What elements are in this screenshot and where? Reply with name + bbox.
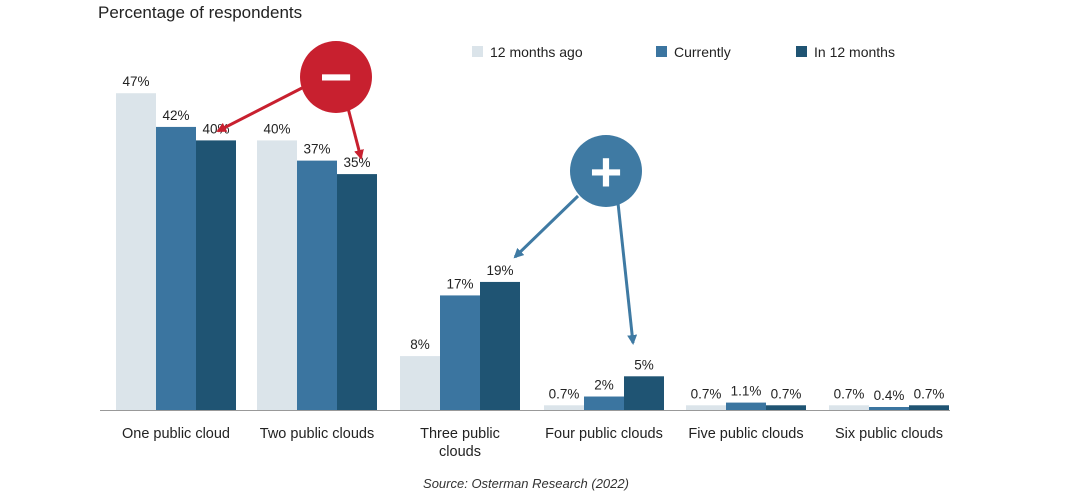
category-label-4: Five public clouds	[688, 426, 803, 442]
data-label-4-1: 1.1%	[731, 384, 762, 399]
data-label-2-0: 8%	[410, 337, 430, 352]
legend-label-2: In 12 months	[814, 44, 895, 60]
category-label-2-line2: clouds	[439, 444, 481, 460]
bar-2-2	[480, 281, 520, 410]
data-label-3-2: 5%	[634, 357, 654, 372]
chart-title: Percentage of respondents	[98, 3, 302, 22]
legend-swatch-2	[796, 46, 807, 57]
data-label-4-2: 0.7%	[771, 386, 802, 401]
bar-5-2	[909, 405, 949, 410]
bar-1-1	[297, 160, 337, 410]
category-labels: One public cloud Two public clouds Three p…	[122, 426, 943, 460]
legend-swatch-0	[472, 46, 483, 57]
plus-arrow-left	[513, 194, 580, 259]
bar-5-1	[869, 407, 909, 410]
bar-3-0	[544, 405, 584, 410]
category-label-1: Two public clouds	[260, 426, 374, 442]
bar-0-2	[196, 140, 236, 410]
legend-label-0: 12 months ago	[490, 44, 583, 60]
bar-4-1	[726, 402, 766, 410]
minus-arrow-right	[346, 107, 364, 160]
data-label-2-1: 17%	[446, 276, 473, 291]
annotations: −+	[216, 41, 642, 345]
data-label-4-0: 0.7%	[691, 386, 722, 401]
data-label-0-1: 42%	[162, 108, 189, 123]
category-label-5: Six public clouds	[835, 426, 943, 442]
bar-1-2	[337, 174, 377, 410]
legend-label-1: Currently	[674, 44, 731, 60]
bar-4-0	[686, 405, 726, 410]
minus-badge-icon	[300, 41, 372, 113]
data-label-3-1: 2%	[594, 378, 614, 393]
source-note: Source: Osterman Research (2022)	[423, 476, 629, 491]
plus-badge-glyph: +	[590, 140, 623, 203]
data-label-5-0: 0.7%	[834, 386, 865, 401]
category-label-3: Four public clouds	[545, 426, 663, 442]
data-label-0-0: 47%	[122, 74, 149, 89]
bar-0-0	[116, 93, 156, 410]
data-label-5-1: 0.4%	[874, 388, 905, 403]
data-label-2-2: 19%	[486, 263, 513, 278]
minus-badge-glyph: −	[320, 45, 353, 108]
data-label-5-2: 0.7%	[914, 386, 945, 401]
bar-3-1	[584, 396, 624, 410]
plus-arrow-right	[616, 202, 638, 345]
category-label-2: Three public	[420, 426, 500, 442]
data-label-1-2: 35%	[343, 155, 370, 170]
plus-badge-icon	[570, 135, 642, 207]
bar-1-0	[257, 140, 297, 410]
bar-2-1	[440, 295, 480, 410]
data-label-3-0: 0.7%	[549, 386, 580, 401]
bar-3-2	[624, 376, 664, 410]
bar-5-0	[829, 405, 869, 410]
data-label-1-0: 40%	[263, 121, 290, 136]
category-label-0: One public cloud	[122, 426, 230, 442]
legend-swatch-1	[656, 46, 667, 57]
data-label-0-2: 40%	[202, 121, 229, 136]
bar-0-1	[156, 126, 196, 411]
legend: 12 months ago Currently In 12 months	[472, 44, 895, 60]
data-label-1-1: 37%	[303, 142, 330, 157]
bars: 47% 42% 40% 40% 37% 35% 8% 17% 19% 0.7% 2% 5% 0.7% 1.…	[116, 74, 949, 411]
bar-2-0	[400, 356, 440, 410]
minus-arrow-left	[216, 86, 303, 133]
bar-4-2	[766, 405, 806, 410]
